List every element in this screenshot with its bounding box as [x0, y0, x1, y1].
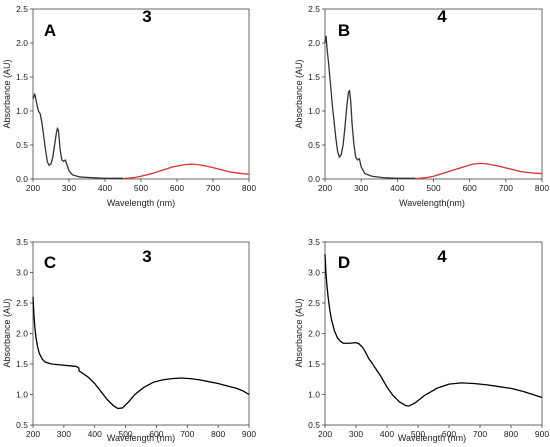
plot-frame	[32, 8, 250, 180]
x-tick-label: 800	[242, 183, 256, 193]
y-axis-label: Absorbance (AU)	[2, 59, 12, 128]
y-tick-label: 3.5	[16, 237, 28, 247]
y-tick-label: 1.5	[16, 72, 28, 82]
x-tick-label: 800	[535, 183, 549, 193]
x-tick-label: 200	[318, 429, 332, 439]
x-tick-label: 500	[411, 429, 425, 439]
series-line-1	[324, 254, 543, 407]
y-tick-label: 2.5	[16, 4, 28, 14]
x-tick-label: 900	[535, 429, 549, 439]
x-tick-label: 700	[473, 429, 487, 439]
x-tick-label: 500	[426, 183, 440, 193]
x-tick-label: 500	[134, 183, 148, 193]
x-tick-label: 600	[170, 183, 184, 193]
x-tick-label: 800	[504, 429, 518, 439]
x-tick-label: 300	[354, 183, 368, 193]
series-line-2	[415, 162, 543, 180]
y-tick-label: 1.0	[308, 106, 320, 116]
y-tick-label: 2.5	[308, 298, 320, 308]
x-tick-label: 300	[57, 429, 71, 439]
y-tick-label: 0.5	[308, 140, 320, 150]
y-tick-label: 3.0	[308, 268, 320, 278]
x-axis-label: Wavelength (nm)	[107, 433, 175, 443]
plot-frame	[324, 8, 543, 180]
series-line-1	[32, 93, 123, 179]
y-tick-label: 2.5	[308, 4, 320, 14]
panel-c: 200 300 400 500 600 700 800 900 0.5 1.0 1.5 2.0 2.5 3…	[2, 237, 256, 443]
series-line-1	[324, 35, 416, 179]
x-tick-label: 200	[26, 183, 40, 193]
y-tick-label: 0.5	[308, 420, 320, 430]
x-tick-label: 800	[211, 429, 225, 439]
series-line-1	[32, 296, 250, 410]
plot-frame	[324, 241, 543, 426]
x-tick-label: 600	[442, 429, 456, 439]
x-tick-label: 700	[206, 183, 220, 193]
x-tick-label: 300	[62, 183, 76, 193]
y-tick-label: 1.0	[16, 106, 28, 116]
x-tick-label: 500	[118, 429, 132, 439]
compound-label: 4	[437, 247, 447, 266]
y-tick-label: 1.5	[308, 72, 320, 82]
x-tick-label: 900	[242, 429, 256, 439]
y-tick-label: 1.0	[308, 390, 320, 400]
y-tick-label: 2.5	[16, 298, 28, 308]
y-tick-label: 2.0	[16, 38, 28, 48]
y-tick-label: 2.0	[308, 329, 320, 339]
x-tick-label: 400	[88, 429, 102, 439]
x-tick-label: 200	[26, 429, 40, 439]
y-axis-label: Absorbance (AU)	[2, 298, 12, 367]
compound-label: 4	[437, 7, 447, 26]
x-tick-label: 400	[98, 183, 112, 193]
y-tick-label: 0.5	[16, 420, 28, 430]
x-axis-label: Wavelength (nm)	[107, 198, 175, 208]
y-axis-label: Absorbance (AU)	[294, 298, 304, 367]
y-tick-label: 0.0	[308, 174, 320, 184]
x-tick-label: 400	[380, 429, 394, 439]
x-axis-label: Wavelength(nm)	[399, 198, 465, 208]
y-tick-label: 1.5	[16, 359, 28, 369]
series-line-2	[122, 163, 250, 180]
y-tick-label: 2.0	[308, 38, 320, 48]
panel-d: 200 300 400 500 600 700 800 900 0.5 1.0 1.5 2.0 2.5 3…	[294, 237, 549, 443]
y-tick-label: 3.5	[308, 237, 320, 247]
y-tick-label: 1.5	[308, 359, 320, 369]
x-tick-label: 300	[349, 429, 363, 439]
panel-letter: B	[338, 21, 350, 40]
x-tick-label: 200	[318, 183, 332, 193]
x-tick-label: 700	[180, 429, 194, 439]
y-tick-label: 1.0	[16, 390, 28, 400]
plot-frame	[32, 241, 250, 426]
x-tick-label: 400	[390, 183, 404, 193]
panel-letter: D	[338, 253, 350, 272]
y-tick-label: 3.0	[16, 268, 28, 278]
x-tick-label: 600	[149, 429, 163, 439]
x-axis-label: Wavelength (nm)	[398, 433, 466, 443]
x-tick-label: 700	[499, 183, 513, 193]
y-axis-label: Absorbance (AU)	[294, 59, 304, 128]
panel-letter: C	[44, 253, 56, 272]
compound-label: 3	[142, 247, 151, 266]
panel-letter: A	[44, 21, 56, 40]
y-tick-label: 2.0	[16, 329, 28, 339]
y-tick-label: 0.0	[16, 174, 28, 184]
compound-label: 3	[142, 7, 151, 26]
x-tick-label: 600	[463, 183, 477, 193]
panel-a: 200 300 400 500 600 700 800 0.0 0.5 1.0 1.5 2.0 2.5 W…	[2, 4, 256, 208]
panel-b: 200 300 400 500 600 700 800 0.0 0.5 1.0 1.5 2.0 2.5 W…	[294, 4, 549, 208]
y-tick-label: 0.5	[16, 140, 28, 150]
